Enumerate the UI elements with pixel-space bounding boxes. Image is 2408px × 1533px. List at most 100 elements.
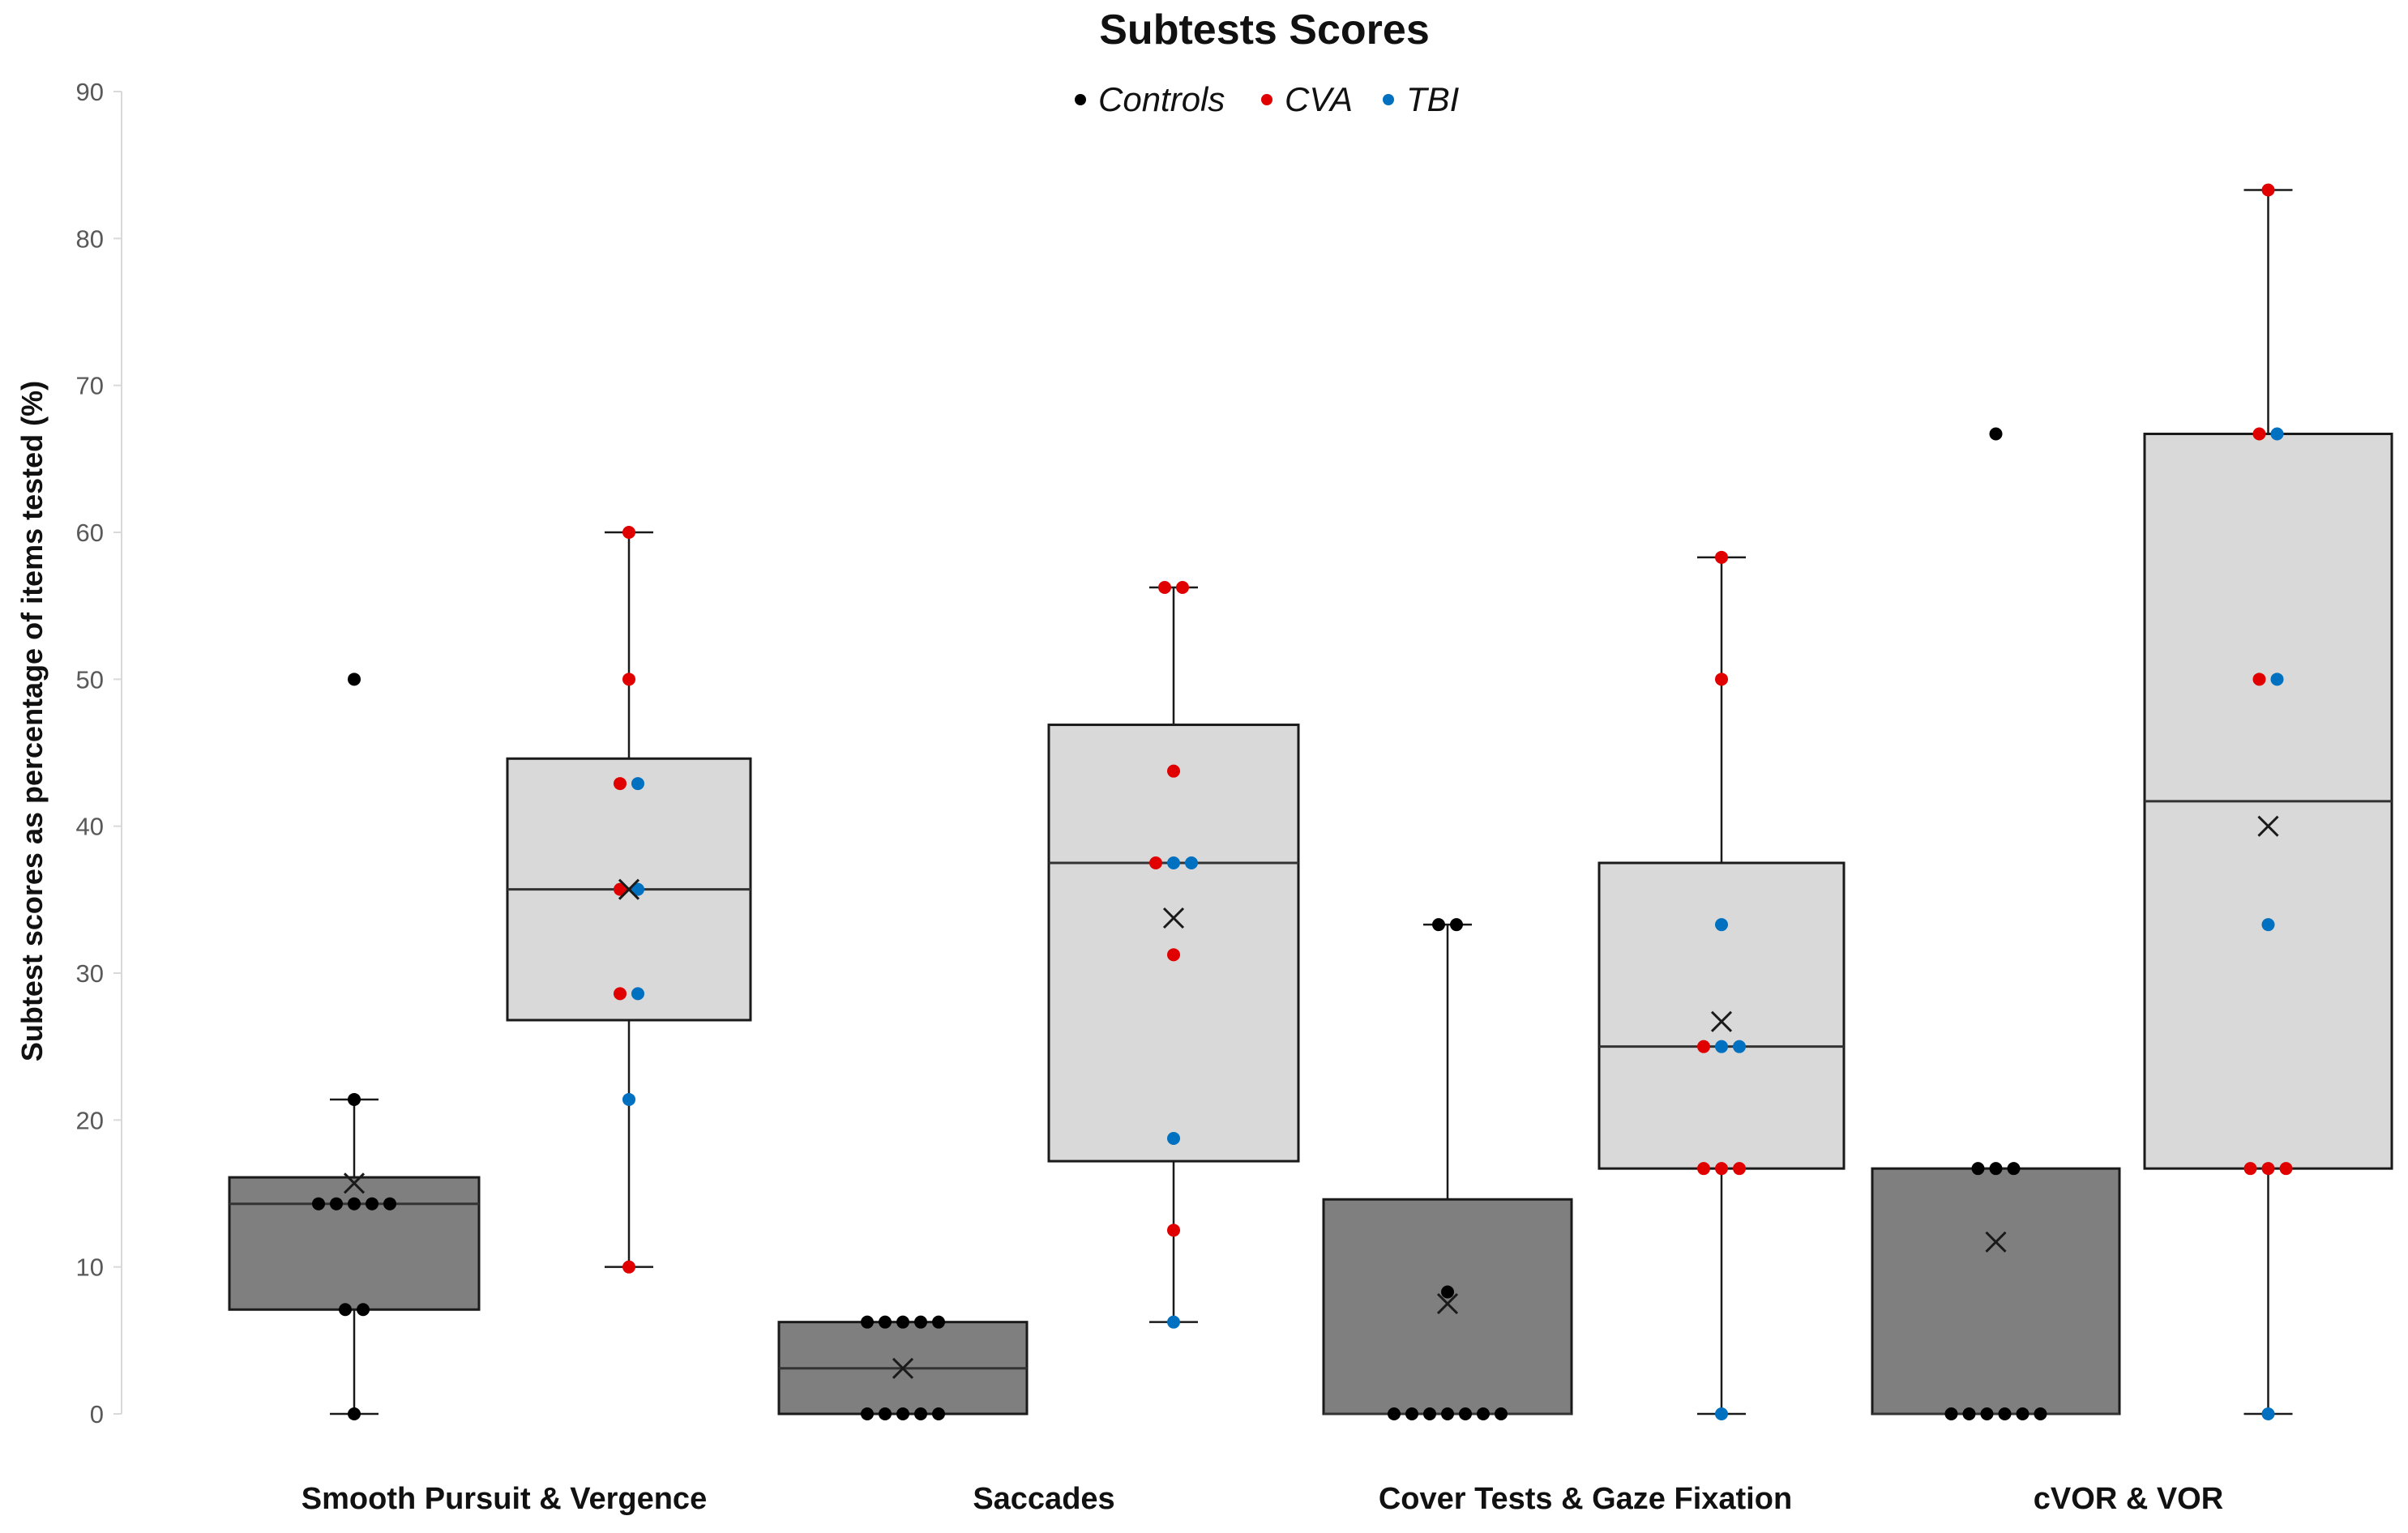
chart-title: Subtests Scores: [1099, 6, 1430, 53]
data-point-tbi: [1715, 1407, 1728, 1420]
y-tick-label: 50: [76, 665, 104, 694]
data-point-cva: [1149, 856, 1162, 869]
data-point-controls: [1405, 1407, 1418, 1420]
data-point-tbi: [631, 777, 644, 791]
data-point-cva: [1733, 1162, 1746, 1176]
legend-label: TBI: [1406, 80, 1460, 118]
data-point-controls: [1989, 427, 2003, 441]
legend-marker: [1383, 94, 1394, 105]
data-point-cva: [614, 882, 627, 896]
legend-item-tbi: TBI: [1383, 80, 1460, 118]
mean-marker: [892, 1357, 914, 1379]
data-point-controls: [2007, 1162, 2021, 1176]
data-point-controls: [1441, 1285, 1454, 1299]
data-point-tbi: [1715, 918, 1728, 932]
data-point-cva: [1167, 764, 1180, 778]
data-points: [312, 183, 2293, 1420]
data-point-controls: [861, 1315, 874, 1329]
data-point-tbi: [622, 1092, 635, 1106]
y-tick-label: 10: [76, 1253, 104, 1282]
data-point-tbi: [2270, 673, 2284, 686]
data-point-cva: [614, 777, 627, 791]
data-point-tbi: [1715, 1040, 1728, 1053]
data-point-cva: [1715, 550, 1728, 564]
data-point-controls: [1944, 1407, 1958, 1420]
box-cvor-vor-controls: [1871, 1167, 2121, 1416]
data-point-controls: [357, 1303, 370, 1317]
legend-item-controls: Controls: [1075, 80, 1225, 118]
data-point-controls: [861, 1407, 874, 1420]
y-tick-label: 0: [90, 1400, 104, 1428]
data-point-tbi: [2261, 1407, 2275, 1420]
data-point-controls: [932, 1407, 945, 1420]
data-point-controls: [1971, 1162, 1985, 1176]
y-tick-label: 70: [76, 372, 104, 400]
data-point-cva: [622, 1260, 635, 1274]
data-point-cva: [1715, 673, 1728, 686]
box-cvor-vor-patients: [2143, 189, 2393, 1416]
data-point-cva: [1167, 1223, 1180, 1237]
y-axis: 0 10 20 30 40 50 60 70 80 90: [76, 78, 122, 1428]
box-cover-tests-gaze-fixation-patients: [1597, 556, 1846, 1416]
data-point-controls: [348, 1407, 361, 1420]
mean-marker: [1710, 1010, 1733, 1032]
data-point-controls: [312, 1197, 325, 1211]
y-tick-label: 40: [76, 813, 104, 841]
legend: Controls CVA TBI: [1075, 80, 1460, 118]
legend-marker: [1261, 94, 1272, 105]
mean-marker: [1985, 1231, 2007, 1253]
box-saccades-patients: [1047, 586, 1300, 1323]
data-point-cva: [1697, 1162, 1710, 1176]
box-iqr: [1322, 1198, 1573, 1416]
y-tick-label: 60: [76, 519, 104, 547]
data-point-controls: [879, 1407, 892, 1420]
data-point-cva: [2252, 427, 2266, 441]
category-label: Saccades: [973, 1482, 1114, 1516]
data-point-tbi: [1185, 856, 1198, 869]
data-point-controls: [383, 1197, 396, 1211]
box-groups: [228, 189, 2393, 1416]
box-smooth-pursuit-vergence-patients: [506, 531, 752, 1268]
data-point-tbi: [1167, 1132, 1180, 1145]
data-point-tbi: [631, 882, 644, 896]
data-point-controls: [339, 1303, 352, 1317]
mean-marker: [343, 1172, 366, 1194]
data-point-controls: [330, 1197, 343, 1211]
data-point-controls: [896, 1407, 909, 1420]
data-point-controls: [1998, 1407, 2012, 1420]
data-point-cva: [2252, 673, 2266, 686]
data-point-controls: [1432, 918, 1445, 932]
data-point-controls: [1962, 1407, 1976, 1420]
legend-item-cva: CVA: [1261, 80, 1353, 118]
data-point-controls: [1450, 918, 1463, 932]
category-label: Smooth Pursuit & Vergence: [302, 1482, 707, 1516]
data-point-tbi: [2261, 918, 2275, 932]
data-point-controls: [914, 1407, 927, 1420]
y-tick-label: 90: [76, 78, 104, 106]
data-point-controls: [348, 673, 361, 686]
data-point-controls: [366, 1197, 379, 1211]
data-point-cva: [1176, 581, 1189, 594]
data-point-tbi: [1733, 1040, 1746, 1053]
box-iqr: [1047, 724, 1300, 1163]
mean-marker: [2257, 815, 2279, 837]
data-point-controls: [879, 1315, 892, 1329]
data-point-cva: [2261, 183, 2275, 197]
box-cover-tests-gaze-fixation-controls: [1322, 923, 1573, 1416]
data-point-cva: [1715, 1162, 1728, 1176]
y-axis-label: Subtest scores as percentage of items te…: [15, 381, 49, 1061]
mean-marker: [1436, 1292, 1459, 1315]
data-point-controls: [348, 1092, 361, 1106]
data-point-controls: [2016, 1407, 2029, 1420]
category-labels: Smooth Pursuit & Vergence Saccades Cover T…: [302, 1482, 2223, 1516]
data-point-tbi: [2270, 427, 2284, 441]
data-point-cva: [2261, 1162, 2275, 1176]
data-point-cva: [2243, 1162, 2257, 1176]
legend-marker: [1075, 94, 1086, 105]
data-point-controls: [348, 1197, 361, 1211]
data-point-controls: [1477, 1407, 1490, 1420]
box-smooth-pursuit-vergence-controls: [228, 1098, 481, 1416]
data-point-cva: [2279, 1162, 2293, 1176]
data-point-controls: [1989, 1162, 2003, 1176]
